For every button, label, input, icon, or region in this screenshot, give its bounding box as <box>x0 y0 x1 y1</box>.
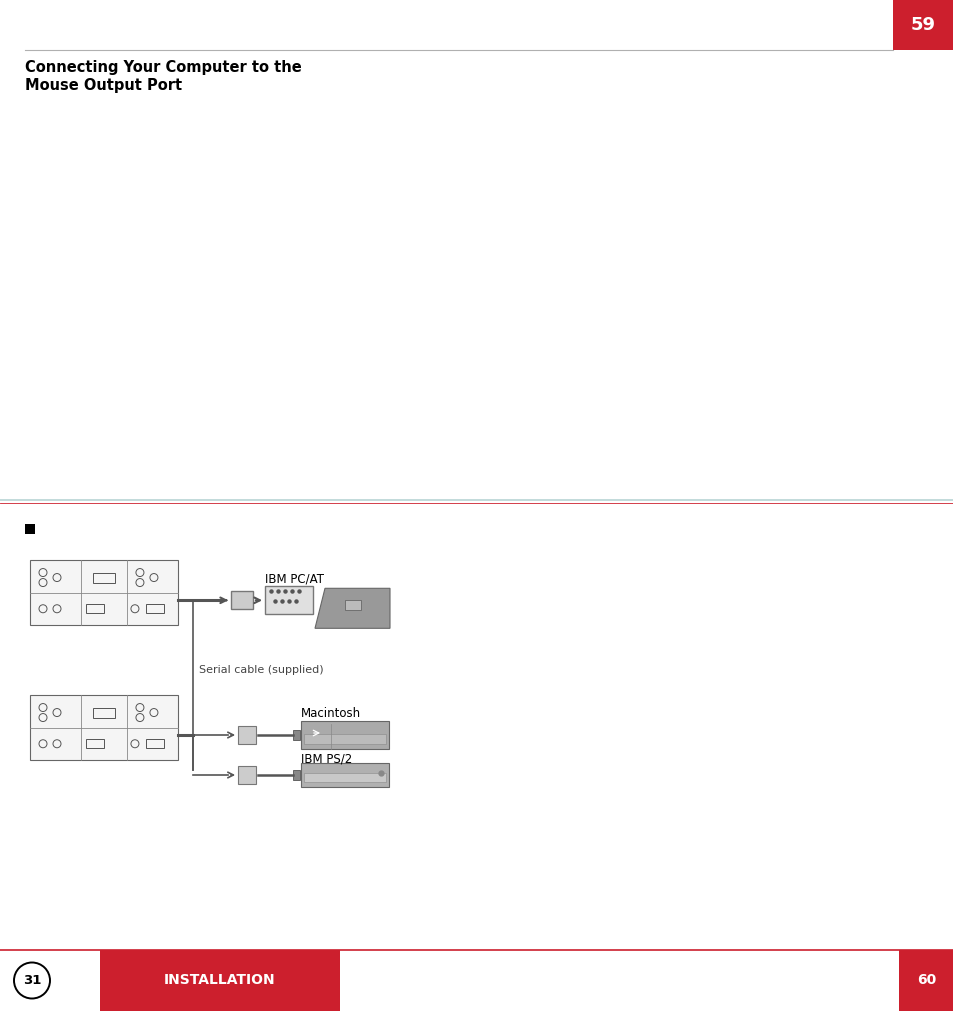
Text: 60: 60 <box>916 974 935 988</box>
Bar <box>86 739 104 748</box>
Text: IBM PS/2: IBM PS/2 <box>301 752 352 765</box>
Bar <box>25 524 35 534</box>
Bar <box>30 695 178 760</box>
Text: 59: 59 <box>910 16 935 34</box>
Bar <box>146 605 164 614</box>
Bar <box>304 773 386 782</box>
Bar <box>892 0 953 50</box>
Bar <box>301 721 389 749</box>
FancyBboxPatch shape <box>237 726 255 744</box>
FancyBboxPatch shape <box>231 591 253 610</box>
Text: 31: 31 <box>23 974 41 987</box>
Bar <box>345 601 360 611</box>
Bar <box>301 763 389 787</box>
Bar <box>293 730 299 740</box>
FancyBboxPatch shape <box>265 586 313 615</box>
Bar <box>293 770 299 780</box>
Text: Mouse Output Port: Mouse Output Port <box>25 78 182 93</box>
Bar <box>30 560 178 625</box>
Text: IBM PC/AT: IBM PC/AT <box>265 572 324 585</box>
FancyBboxPatch shape <box>237 766 255 784</box>
Text: Connecting Your Computer to the: Connecting Your Computer to the <box>25 60 301 75</box>
Text: INSTALLATION: INSTALLATION <box>164 974 275 988</box>
Text: Macintosh: Macintosh <box>301 707 361 720</box>
Text: Serial cable (supplied): Serial cable (supplied) <box>199 665 323 675</box>
Bar <box>146 739 164 748</box>
Bar <box>92 708 115 718</box>
Bar <box>898 950 953 1011</box>
Bar <box>304 734 386 744</box>
Polygon shape <box>314 588 390 628</box>
Bar <box>100 950 339 1011</box>
Bar <box>86 605 104 614</box>
Bar <box>92 572 115 582</box>
